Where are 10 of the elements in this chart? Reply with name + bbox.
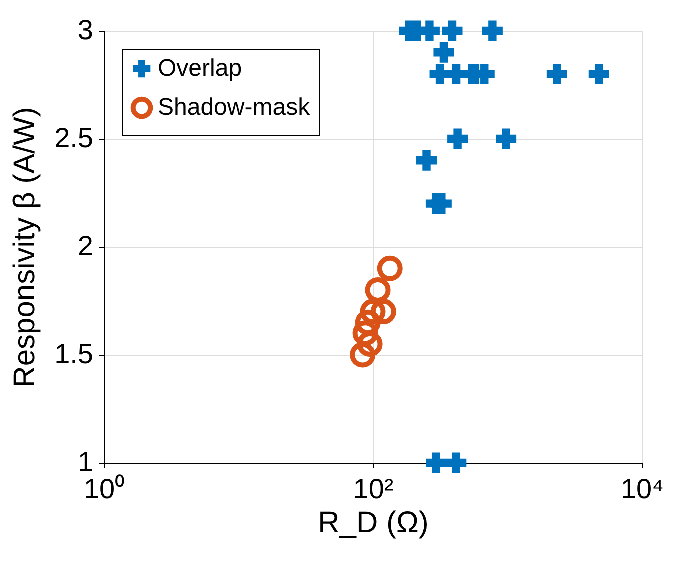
x-tick-label: 10⁴ [620,474,664,504]
x-tick-label: 10² [353,474,394,504]
legend-label: Shadow-mask [158,94,312,121]
y-axis-title: Responsivity β (A/W) [8,107,42,388]
y-tick-label: 3 [78,14,94,46]
x-axis-title: R_D (Ω) [318,506,429,540]
legend-label: Overlap [158,55,242,82]
y-tick-label: 1.5 [54,338,94,370]
y-tick-label: 2.5 [54,122,94,154]
y-tick-label: 2 [78,230,94,262]
